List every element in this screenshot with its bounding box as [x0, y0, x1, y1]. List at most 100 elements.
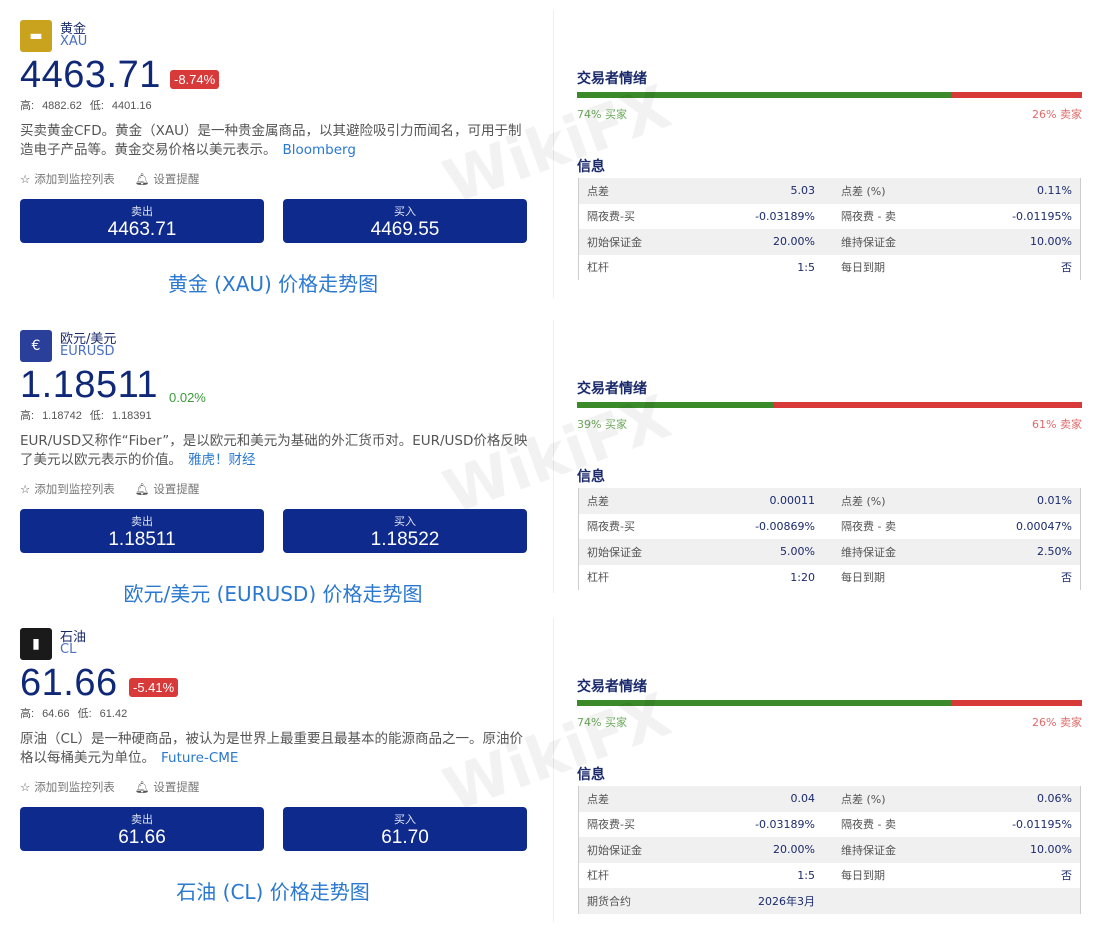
buy-price: 61.70: [381, 827, 429, 848]
sellers-label: 26% 卖家: [1032, 108, 1082, 121]
info-value: -0.00869%: [755, 519, 815, 533]
info-row: 隔夜费-买 -0.03189% 隔夜费 - 卖 -0.01195%: [579, 812, 1080, 838]
buy-price: 1.18522: [370, 529, 440, 550]
info-key: 点差: [587, 792, 609, 806]
info-value: -0.03189%: [755, 817, 815, 831]
buy-button[interactable]: 买入 61.70: [283, 807, 527, 851]
instrument-name: 欧元/美元: [60, 332, 117, 347]
info-title: 信息: [577, 469, 605, 485]
sell-button[interactable]: 卖出 4463.71: [20, 199, 264, 243]
sell-price: 4463.71: [107, 219, 177, 240]
info-value: 0.06%: [1037, 792, 1072, 806]
set-alert-button[interactable]: 🔔︎ 设置提醒: [135, 779, 200, 795]
sell-button[interactable]: 卖出 1.18511: [20, 509, 264, 553]
info-value: -0.01195%: [1012, 209, 1072, 223]
set-alert-button[interactable]: 🔔︎ 设置提醒: [135, 481, 200, 497]
source-link[interactable]: Bloomberg: [282, 142, 356, 158]
info-key: 初始保证金: [587, 545, 642, 559]
star-icon: ☆: [20, 780, 31, 794]
buyers-label: 74% 买家: [577, 716, 627, 729]
instrument-panel: ▮ 石油 CL 61.66 -5.41% 高: 64.66 低: 61.42 原油（C…: [0, 608, 1108, 932]
instrument-name: 黄金: [60, 22, 87, 37]
info-value: 0.01%: [1037, 494, 1072, 508]
high-low: 高: 1.18742 低: 1.18391: [20, 407, 160, 423]
info-key: 维持保证金: [841, 235, 896, 249]
info-row: 期货合约 2026年3月: [579, 888, 1080, 914]
source-link[interactable]: 雅虎！财经: [188, 452, 256, 468]
sell-price: 61.66: [118, 827, 166, 848]
info-value: 0.00011: [769, 494, 816, 508]
low-label: 低:: [89, 100, 104, 112]
buy-button[interactable]: 买入 4469.55: [283, 199, 527, 243]
set-alert-button[interactable]: 🔔︎ 设置提醒: [135, 171, 200, 187]
info-key: 点差 (%): [841, 184, 886, 198]
sell-price: 1.18511: [108, 529, 176, 550]
description: EUR/USD又称作“Fiber”，是以欧元和美元为基础的外汇货币对。EUR/U…: [20, 432, 530, 470]
oil-barrel-icon: ▮: [20, 628, 52, 660]
bell-icon: 🔔︎: [134, 780, 150, 794]
add-watchlist-button[interactable]: ☆ 添加到监控列表: [20, 779, 115, 795]
watchlist-label: 添加到监控列表: [34, 482, 115, 496]
high-low: 高: 4882.62 低: 4401.16: [20, 97, 160, 113]
sell-label: 卖出: [131, 205, 153, 218]
info-value: 10.00%: [1030, 235, 1072, 249]
eu-us-flags-icon: €: [20, 330, 52, 362]
info-key: 点差: [587, 184, 609, 198]
price-chart-link[interactable]: 黄金 (XAU) 价格走势图: [167, 272, 379, 296]
buy-label: 买入: [394, 813, 416, 826]
change-badge: -8.74%: [170, 70, 220, 89]
low-value: 1.18391: [111, 410, 152, 422]
info-key: 点差: [587, 494, 609, 508]
info-value: -0.01195%: [1012, 817, 1072, 831]
info-row: 隔夜费-买 -0.03189% 隔夜费 - 卖 -0.01195%: [579, 204, 1080, 230]
bell-icon: 🔔︎: [134, 172, 150, 186]
high-value: 4882.62: [42, 100, 82, 112]
actions: ☆ 添加到监控列表 🔔︎ 设置提醒: [20, 481, 199, 497]
add-watchlist-button[interactable]: ☆ 添加到监控列表: [20, 171, 115, 187]
info-value: 0.11%: [1037, 184, 1072, 198]
current-price: 4463.71: [20, 54, 161, 96]
alert-label: 设置提醒: [153, 172, 200, 186]
change-badge: -5.41%: [129, 678, 179, 697]
info-value: 5.03: [790, 184, 816, 198]
info-value: 20.00%: [773, 235, 815, 249]
sentiment-bar: [577, 700, 1082, 706]
description: 原油（CL）是一种硬商品，被认为是世界上最重要且最基本的能源商品之一。原油价格以…: [20, 730, 530, 768]
info-value: 2026年3月: [758, 894, 815, 908]
add-watchlist-button[interactable]: ☆ 添加到监控列表: [20, 481, 115, 497]
info-value: 0.00047%: [1016, 519, 1072, 533]
price-chart-link[interactable]: 欧元/美元 (EURUSD) 价格走势图: [123, 582, 423, 603]
instrument-name: 石油: [60, 630, 87, 645]
divider: [553, 320, 554, 593]
price-chart-link[interactable]: 石油 (CL) 价格走势图: [176, 880, 370, 904]
info-row: 隔夜费-买 -0.00869% 隔夜费 - 卖 0.00047%: [579, 514, 1080, 540]
buyers-fill: [577, 402, 774, 408]
info-value: 1:20: [790, 570, 815, 584]
divider: [553, 10, 554, 298]
star-icon: ☆: [20, 172, 31, 186]
info-key: 点差 (%): [841, 792, 886, 806]
description-text: 原油（CL）是一种硬商品，被认为是世界上最重要且最基本的能源商品之一。原油价格以…: [20, 731, 523, 766]
instrument-panel: € 欧元/美元 EURUSD 1.18511 0.02% 高: 1.18742 低:…: [0, 310, 1108, 603]
buyers-label: 39% 买家: [577, 418, 627, 431]
info-value: 否: [1061, 869, 1072, 883]
info-key: 每日到期: [841, 571, 885, 585]
info-key: 隔夜费 - 卖: [841, 210, 896, 224]
source-link[interactable]: Future-CME: [161, 750, 239, 766]
info-key: 每日到期: [841, 869, 885, 883]
current-price: 61.66: [20, 662, 118, 704]
low-label: 低:: [89, 410, 104, 422]
info-title: 信息: [577, 159, 605, 175]
actions: ☆ 添加到监控列表 🔔︎ 设置提醒: [20, 779, 199, 795]
info-key: 杠杆: [587, 571, 609, 585]
high-label: 高:: [20, 708, 35, 720]
info-row: 初始保证金 20.00% 维持保证金 10.00%: [579, 229, 1080, 255]
info-value: 否: [1061, 261, 1072, 275]
sentiment-title: 交易者情绪: [577, 71, 647, 87]
buy-label: 买入: [394, 205, 416, 218]
info-table: 点差 0.00011 点差 (%) 0.01% 隔夜费-买 -0.00869% …: [578, 488, 1081, 590]
buyers-fill: [577, 700, 951, 706]
instrument-symbol: EURUSD: [60, 344, 115, 359]
sell-button[interactable]: 卖出 61.66: [20, 807, 264, 851]
buy-button[interactable]: 买入 1.18522: [283, 509, 527, 553]
